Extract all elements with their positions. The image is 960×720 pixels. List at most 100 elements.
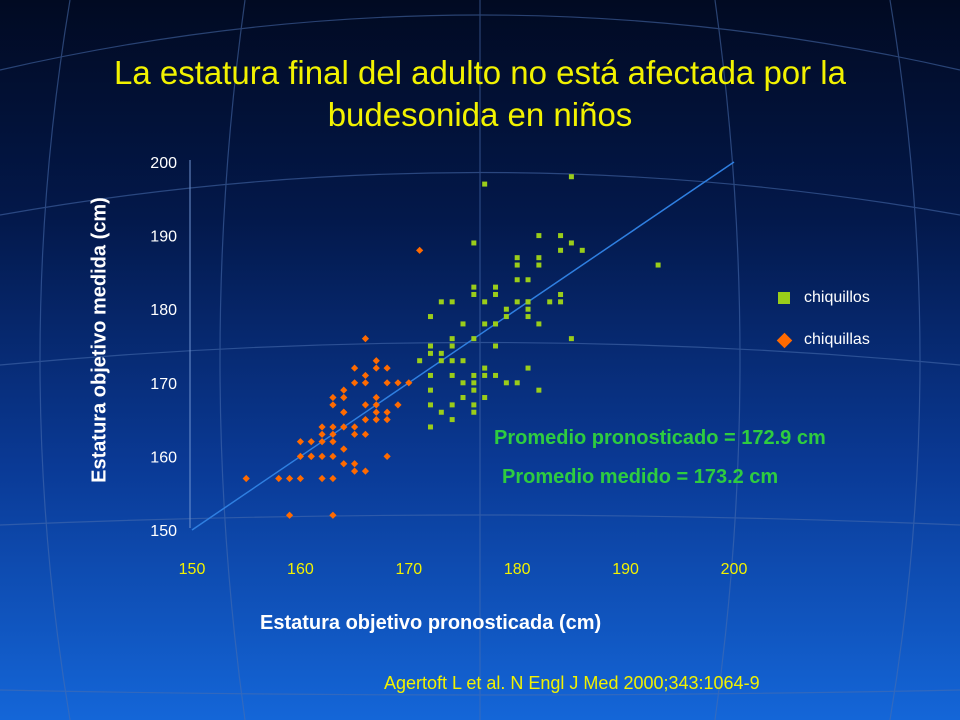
boys-data-point — [493, 321, 499, 327]
boys-data-point — [449, 358, 455, 364]
y-tick-label: 200 — [150, 155, 177, 172]
girls-data-point — [361, 430, 370, 438]
boys-data-point — [427, 314, 433, 320]
boys-data-point — [536, 262, 542, 268]
boys-data-point — [471, 372, 477, 378]
boys-data-point — [438, 299, 444, 305]
girls-data-point — [296, 474, 304, 483]
girls-data-point — [307, 452, 315, 460]
boys-data-point — [536, 233, 542, 239]
girls-data-point — [318, 438, 326, 446]
diamond-marker-icon — [776, 332, 793, 348]
boys-data-point — [482, 321, 488, 327]
girls-data-point — [340, 408, 348, 416]
y-tick-label: 190 — [150, 229, 177, 246]
girls-data-point — [340, 445, 348, 453]
boys-data-point — [493, 372, 499, 378]
girls-data-point — [329, 452, 337, 460]
girls-data-point — [296, 452, 304, 460]
girls-data-point — [351, 423, 359, 431]
boys-data-point — [514, 277, 520, 283]
boys-data-point — [568, 336, 574, 342]
boys-data-point — [449, 343, 455, 349]
boys-data-point — [460, 395, 466, 401]
girls-data-point — [318, 474, 326, 483]
girls-data-point — [329, 474, 337, 483]
girls-data-point — [361, 371, 370, 380]
boys-data-point — [536, 255, 542, 261]
girls-data-point — [361, 467, 370, 475]
girls-data-point — [285, 511, 294, 519]
boys-data-point — [427, 424, 433, 430]
x-axis-label: Estatura objetivo pronosticada (cm) — [260, 612, 602, 634]
boys-data-point — [438, 350, 444, 356]
girls-data-point — [383, 416, 391, 424]
boys-data-point — [449, 336, 455, 342]
boys-data-point — [525, 314, 531, 320]
boys-data-point — [471, 240, 477, 246]
boys-data-point — [471, 409, 477, 415]
girls-data-point — [383, 379, 391, 387]
boys-data-point — [482, 372, 488, 378]
girls-data-point — [242, 474, 250, 483]
boys-data-point — [568, 174, 574, 180]
boys-data-point — [427, 372, 433, 378]
girls-data-point — [383, 408, 391, 416]
boys-data-point — [493, 284, 499, 290]
girls-data-point — [275, 474, 283, 483]
girls-data-point — [351, 460, 359, 468]
boys-data-point — [427, 350, 433, 356]
girls-data-point — [372, 393, 380, 402]
boys-data-point — [514, 299, 520, 305]
x-tick-label: 190 — [612, 561, 639, 578]
girls-data-point — [372, 408, 380, 416]
girls-data-point — [318, 452, 326, 460]
girls-data-point — [329, 423, 337, 431]
boys-data-point — [449, 299, 455, 305]
legend: chiquillos chiquillas — [776, 286, 870, 370]
boys-data-point — [460, 321, 466, 327]
legend-item-girls: chiquillas — [776, 328, 870, 352]
boys-data-point — [449, 417, 455, 423]
girls-data-point — [351, 364, 359, 372]
girls-data-point — [340, 386, 348, 394]
y-tick-label: 180 — [150, 302, 177, 319]
boys-data-point — [482, 365, 488, 371]
boys-data-point — [558, 291, 564, 297]
boys-data-point — [655, 262, 661, 268]
girls-data-point — [405, 379, 413, 387]
boys-data-point — [547, 299, 553, 305]
girls-data-point — [351, 430, 359, 438]
boys-data-point — [460, 380, 466, 386]
y-tick-labels: 150 160 170 180 190 200 — [150, 155, 177, 540]
slide-title: La estatura final del adulto no está afe… — [113, 54, 846, 133]
boys-data-point — [558, 247, 564, 253]
girls-data-point — [329, 401, 337, 409]
legend-label-boys: chiquillos — [804, 289, 870, 306]
boys-data-point — [471, 402, 477, 408]
boys-data-point — [471, 291, 477, 297]
x-tick-label: 200 — [721, 561, 748, 578]
girls-data-point — [351, 467, 359, 475]
boys-data-point — [493, 343, 499, 349]
girls-data-point — [394, 379, 402, 387]
girls-data-point — [383, 364, 391, 372]
boys-data-point — [525, 306, 531, 312]
x-tick-label: 150 — [179, 561, 206, 578]
girls-data-point — [340, 460, 348, 468]
girls-data-point — [372, 357, 380, 365]
boys-data-point — [493, 291, 499, 297]
boys-data-point — [503, 380, 509, 386]
boys-data-point — [525, 365, 531, 371]
boys-data-point — [558, 299, 564, 305]
trendline — [191, 161, 735, 531]
square-marker-icon — [778, 292, 790, 304]
y-tick-label: 170 — [150, 376, 177, 393]
boys-data-point — [482, 181, 488, 187]
boys-data-point — [503, 306, 509, 312]
boys-data-point — [449, 402, 455, 408]
girls-data-point — [394, 401, 402, 409]
citation: Agertoft L et al. N Engl J Med 2000;343:… — [384, 673, 760, 693]
girls-data-point — [372, 416, 380, 424]
